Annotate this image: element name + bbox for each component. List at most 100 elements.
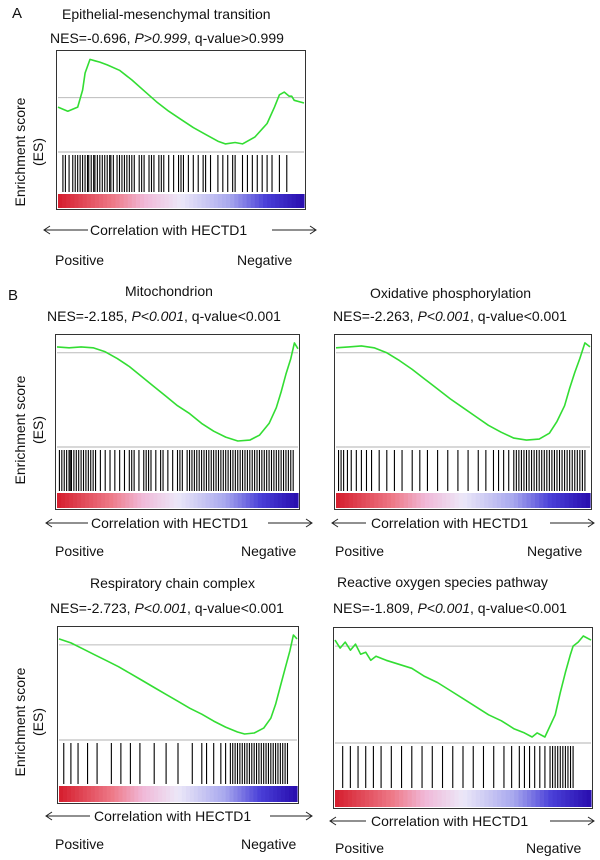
rank-gradient-seg-27 xyxy=(169,194,174,208)
rank-gradient-seg-5 xyxy=(77,493,82,508)
rank-gradient-seg-0 xyxy=(57,493,62,508)
rank-gradient-seg-16 xyxy=(124,194,129,208)
chart-a-title: Epithelial-mesenchymal transition xyxy=(62,6,271,22)
rank-gradient-seg-17 xyxy=(126,786,131,802)
rank-gradient-seg-32 xyxy=(472,790,477,807)
chart-b4-plot xyxy=(333,627,593,809)
rank-gradient-seg-21 xyxy=(142,786,147,802)
rank-gradient-seg-56 xyxy=(281,786,286,802)
chart-b4-xlabel: Correlation with HECTD1 xyxy=(371,813,528,829)
rank-gradient-seg-34 xyxy=(194,493,199,508)
rank-gradient-seg-45 xyxy=(238,786,243,802)
rank-gradient-seg-3 xyxy=(349,493,354,508)
rank-gradient-seg-23 xyxy=(149,493,154,508)
rank-gradient-seg-40 xyxy=(506,790,511,807)
rank-gradient-seg-56 xyxy=(288,194,293,208)
rank-gradient-seg-12 xyxy=(387,493,392,508)
rank-gradient-seg-27 xyxy=(166,786,171,802)
rank-gradient-seg-50 xyxy=(258,493,263,508)
rank-gradient-seg-47 xyxy=(251,194,256,208)
rank-gradient-seg-22 xyxy=(145,493,150,508)
rank-gradient-seg-42 xyxy=(514,790,519,807)
rank-gradient-seg-38 xyxy=(210,786,215,802)
rank-gradient-seg-2 xyxy=(344,493,349,508)
rank-gradient-seg-59 xyxy=(587,790,592,807)
rank-gradient-seg-49 xyxy=(259,194,264,208)
rank-gradient-seg-13 xyxy=(391,493,396,508)
chart-b3-stats: NES=-2.723, P<0.001, q-value<0.001 xyxy=(50,600,284,616)
rank-gradient-seg-19 xyxy=(416,493,421,508)
rank-gradient-seg-7 xyxy=(365,790,370,807)
rank-gradient-seg-25 xyxy=(157,493,162,508)
chart-a-plot xyxy=(56,50,306,210)
chart-a-stats: NES=-0.696, P>0.999, q-value>0.999 xyxy=(50,30,284,46)
rank-gradient-seg-30 xyxy=(463,493,468,508)
rank-gradient-seg-26 xyxy=(161,493,166,508)
rank-gradient-seg-24 xyxy=(154,786,159,802)
rank-gradient-seg-13 xyxy=(109,493,114,508)
rank-gradient-seg-59 xyxy=(300,194,305,208)
rank-gradient-seg-41 xyxy=(222,493,227,508)
rank-gradient-seg-36 xyxy=(202,786,207,802)
rank-gradient-seg-54 xyxy=(565,493,570,508)
rank-gradient-seg-35 xyxy=(484,493,489,508)
rank-gradient-seg-57 xyxy=(577,493,582,508)
plot-frame xyxy=(335,335,592,510)
rank-gradient-seg-1 xyxy=(62,194,67,208)
rank-gradient-seg-12 xyxy=(107,194,112,208)
rank-gradient-seg-14 xyxy=(395,790,400,807)
rank-gradient-seg-32 xyxy=(186,493,191,508)
rank-gradient-seg-4 xyxy=(353,493,358,508)
rank-gradient-seg-46 xyxy=(531,790,536,807)
rank-gradient-seg-26 xyxy=(165,194,170,208)
rank-gradient-seg-50 xyxy=(548,493,553,508)
rank-gradient-seg-40 xyxy=(505,493,510,508)
rank-gradient-seg-0 xyxy=(58,194,63,208)
rank-gradient-seg-34 xyxy=(480,790,485,807)
rank-gradient-seg-29 xyxy=(173,493,178,508)
rank-gradient-seg-44 xyxy=(238,194,243,208)
rank-gradient-seg-47 xyxy=(536,790,541,807)
rank-gradient-seg-57 xyxy=(286,493,291,508)
rank-gradient-seg-30 xyxy=(178,493,183,508)
rank-gradient-seg-51 xyxy=(552,493,557,508)
rank-gradient-seg-50 xyxy=(257,786,262,802)
chart-b1-plot xyxy=(55,334,300,510)
rank-gradient-seg-31 xyxy=(185,194,190,208)
rank-gradient-seg-33 xyxy=(190,493,195,508)
rank-gradient-seg-31 xyxy=(467,493,472,508)
rank-gradient-seg-38 xyxy=(497,493,502,508)
rank-gradient-seg-9 xyxy=(95,194,100,208)
rank-gradient-seg-10 xyxy=(378,493,383,508)
rank-gradient-seg-4 xyxy=(74,194,79,208)
panel-letter-b: B xyxy=(8,287,18,304)
rank-gradient-seg-18 xyxy=(129,493,134,508)
rank-gradient-seg-11 xyxy=(103,786,108,802)
rank-gradient-seg-30 xyxy=(178,786,183,802)
rank-gradient-seg-57 xyxy=(578,790,583,807)
rank-gradient-seg-37 xyxy=(206,786,211,802)
rank-gradient-seg-5 xyxy=(79,194,84,208)
rank-gradient-seg-54 xyxy=(274,493,279,508)
rank-gradient-seg-8 xyxy=(89,493,94,508)
rank-gradient-seg-6 xyxy=(361,493,366,508)
rank-gradient-seg-13 xyxy=(390,790,395,807)
rank-gradient-seg-34 xyxy=(197,194,202,208)
rank-gradient-seg-43 xyxy=(234,194,239,208)
rank-gradient-seg-51 xyxy=(261,786,266,802)
rank-gradient-seg-35 xyxy=(202,194,207,208)
rank-gradient-seg-45 xyxy=(238,493,243,508)
rank-gradient-seg-29 xyxy=(459,493,464,508)
rank-gradient-seg-20 xyxy=(137,493,142,508)
rank-gradient-seg-48 xyxy=(539,493,544,508)
rank-gradient-seg-23 xyxy=(150,786,155,802)
chart-b1-negative-label: Negative xyxy=(241,543,296,559)
rank-gradient-seg-43 xyxy=(518,493,523,508)
rank-gradient-seg-40 xyxy=(218,493,223,508)
chart-b1-title: Mitochondrion xyxy=(125,283,213,299)
rank-gradient-seg-11 xyxy=(101,493,106,508)
rank-gradient-seg-1 xyxy=(63,786,68,802)
rank-gradient-seg-8 xyxy=(370,493,375,508)
rank-gradient-seg-3 xyxy=(70,194,75,208)
chart-b1-stats: NES=-2.185, P<0.001, q-value<0.001 xyxy=(47,308,281,324)
